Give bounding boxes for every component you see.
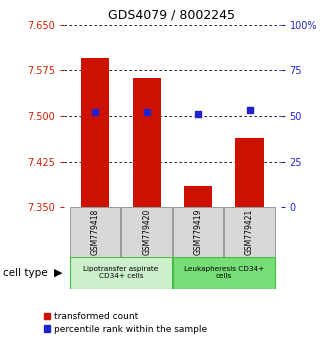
Bar [70, 207, 120, 257]
Point [93, 109, 98, 115]
Point [195, 111, 201, 117]
Text: GSM779421: GSM779421 [245, 209, 254, 255]
Bar [236, 138, 264, 207]
Text: cell type: cell type [3, 268, 48, 278]
Bar [173, 257, 275, 289]
Text: GSM779419: GSM779419 [194, 209, 203, 255]
Bar [133, 78, 161, 207]
Point [144, 109, 149, 115]
Legend: transformed count, percentile rank within the sample: transformed count, percentile rank withi… [44, 313, 207, 334]
Point [247, 108, 252, 113]
Text: GSM779418: GSM779418 [91, 209, 100, 255]
Text: ▶: ▶ [53, 268, 62, 278]
Text: Leukapheresis CD34+
cells: Leukapheresis CD34+ cells [184, 266, 264, 279]
Text: GDS4079 / 8002245: GDS4079 / 8002245 [108, 9, 235, 22]
Bar [81, 58, 109, 207]
Text: GSM779420: GSM779420 [142, 209, 151, 255]
Bar [70, 257, 172, 289]
Bar [224, 207, 275, 257]
Bar [184, 186, 212, 207]
Bar [173, 207, 223, 257]
Bar [121, 207, 172, 257]
Text: Lipotransfer aspirate
CD34+ cells: Lipotransfer aspirate CD34+ cells [83, 266, 159, 279]
